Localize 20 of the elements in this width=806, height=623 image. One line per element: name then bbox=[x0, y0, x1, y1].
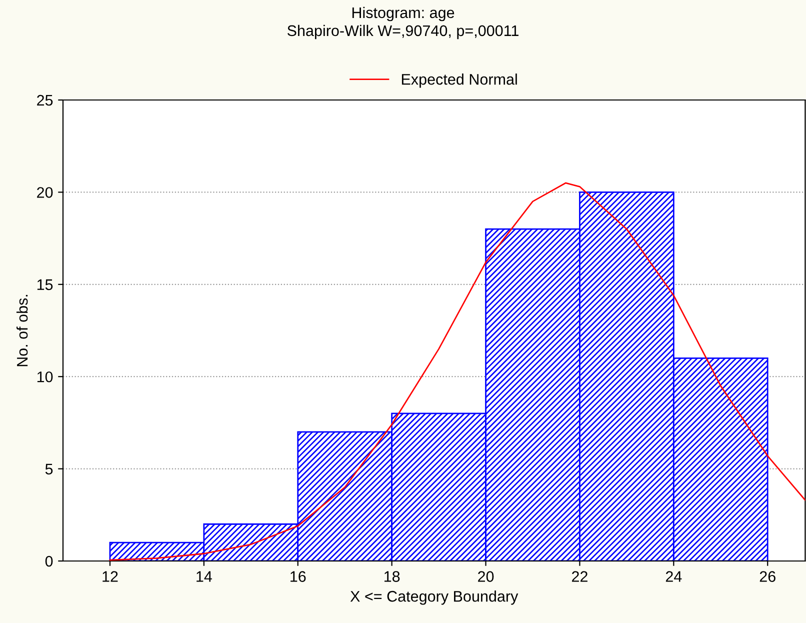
x-tick-label: 26 bbox=[760, 571, 776, 582]
x-axis-title: X <= Category Boundary bbox=[350, 590, 518, 605]
line-series bbox=[109, 182, 806, 561]
y-tick-label: 25 bbox=[37, 94, 53, 106]
y-tick-label: 20 bbox=[37, 187, 53, 198]
chart-subtitle: Shapiro-Wilk W=,90740, p=,00011 bbox=[287, 24, 518, 40]
y-tick-label: 10 bbox=[37, 371, 53, 382]
x-tick-label: 20 bbox=[478, 571, 494, 582]
y-axis-title: No. of obs. bbox=[16, 294, 28, 366]
x-tick-label: 16 bbox=[290, 571, 306, 582]
y-tick-label: 15 bbox=[37, 279, 53, 290]
y-tick-label: 5 bbox=[45, 464, 53, 474]
legend-label: Expected Normal bbox=[402, 74, 517, 88]
x-tick-label: 22 bbox=[572, 571, 588, 582]
x-tick-label: 18 bbox=[384, 571, 400, 582]
x-tick-label: 12 bbox=[102, 571, 118, 582]
x-tick-label: 24 bbox=[666, 571, 682, 582]
x-tick-label: 14 bbox=[196, 571, 212, 582]
chart-title: Histogram: age bbox=[352, 6, 454, 22]
y-tick-label: 0 bbox=[45, 556, 53, 567]
